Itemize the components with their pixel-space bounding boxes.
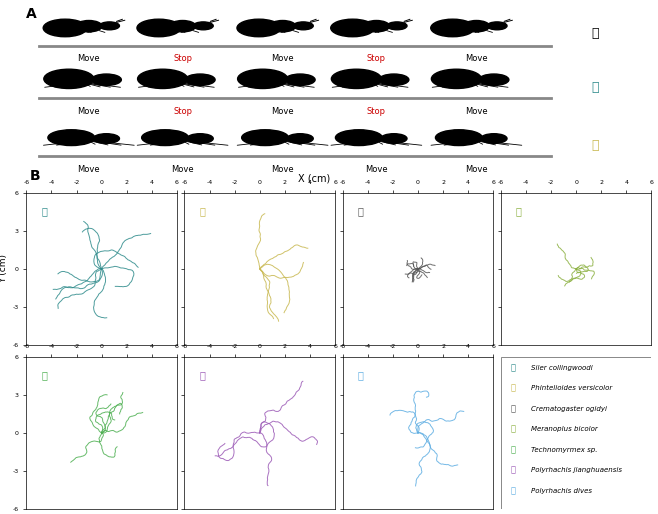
Text: Crematogaster ogidyi: Crematogaster ogidyi [531,406,607,412]
Text: 🕷: 🕷 [199,206,205,216]
Text: Move: Move [78,165,100,174]
Ellipse shape [138,69,188,88]
Text: Move: Move [271,107,294,116]
Ellipse shape [331,19,374,36]
Ellipse shape [141,130,189,145]
Ellipse shape [387,22,407,30]
Y-axis label: Y (cm): Y (cm) [0,254,9,283]
Text: 🕷: 🕷 [511,383,515,393]
Text: Move: Move [78,54,100,63]
Text: Phintelioides versicolor: Phintelioides versicolor [531,385,612,391]
Text: Move: Move [465,165,488,174]
Ellipse shape [137,19,181,36]
Ellipse shape [93,134,120,143]
Text: Stop: Stop [173,107,192,116]
Text: 🐜: 🐜 [199,370,205,380]
Text: 🐜: 🐜 [592,27,599,40]
Text: Siler collingwoodi: Siler collingwoodi [531,364,593,371]
Text: 🐜: 🐜 [358,370,364,380]
Ellipse shape [76,21,102,32]
Ellipse shape [48,130,95,145]
Text: Technomyrmex sp.: Technomyrmex sp. [531,447,597,453]
Ellipse shape [285,74,315,85]
Ellipse shape [238,69,288,88]
Text: Move: Move [271,54,294,63]
Text: 🐜: 🐜 [511,425,515,434]
Text: Stop: Stop [367,107,386,116]
Ellipse shape [193,22,213,30]
Ellipse shape [487,22,507,30]
Text: Move: Move [465,54,488,63]
Text: 🐜: 🐜 [511,486,515,495]
Text: Move: Move [271,165,294,174]
Ellipse shape [287,134,313,143]
Text: 🐜: 🐜 [358,206,364,216]
Text: X (cm): X (cm) [297,174,330,183]
Ellipse shape [241,130,289,145]
Text: 🐜: 🐜 [516,206,522,216]
Text: B: B [30,170,40,183]
Ellipse shape [99,22,120,30]
Text: 🕷: 🕷 [511,363,515,372]
Text: A: A [26,7,37,21]
Ellipse shape [432,69,482,88]
Ellipse shape [44,69,94,88]
Ellipse shape [363,21,390,32]
Text: 🐜: 🐜 [511,404,515,413]
Ellipse shape [381,134,407,143]
Ellipse shape [379,74,409,85]
Ellipse shape [332,69,382,88]
Text: 🐜: 🐜 [511,445,515,454]
Text: 🕷: 🕷 [592,139,599,152]
Ellipse shape [237,19,281,36]
Text: Meranoplus bicolor: Meranoplus bicolor [531,426,597,432]
Ellipse shape [293,22,313,30]
Ellipse shape [185,74,215,85]
Ellipse shape [187,134,213,143]
Ellipse shape [170,21,195,32]
Text: 🕷: 🕷 [41,206,47,216]
Ellipse shape [431,19,474,36]
Ellipse shape [481,134,507,143]
Ellipse shape [336,130,382,145]
Text: Move: Move [171,165,194,174]
Text: Polyrhachis dives: Polyrhachis dives [531,488,592,493]
Text: Polyrhachis jianghuaensis: Polyrhachis jianghuaensis [531,467,622,473]
Ellipse shape [463,21,490,32]
Ellipse shape [43,19,87,36]
Ellipse shape [270,21,295,32]
Text: Move: Move [365,165,388,174]
Ellipse shape [479,74,509,85]
Text: 🕷: 🕷 [592,81,599,94]
Ellipse shape [91,74,121,85]
Text: Stop: Stop [367,54,386,63]
Text: 🐜: 🐜 [41,370,47,380]
Text: Move: Move [78,107,100,116]
Text: Move: Move [465,107,488,116]
Text: 🐜: 🐜 [511,466,515,474]
Ellipse shape [436,130,482,145]
Text: Stop: Stop [173,54,192,63]
